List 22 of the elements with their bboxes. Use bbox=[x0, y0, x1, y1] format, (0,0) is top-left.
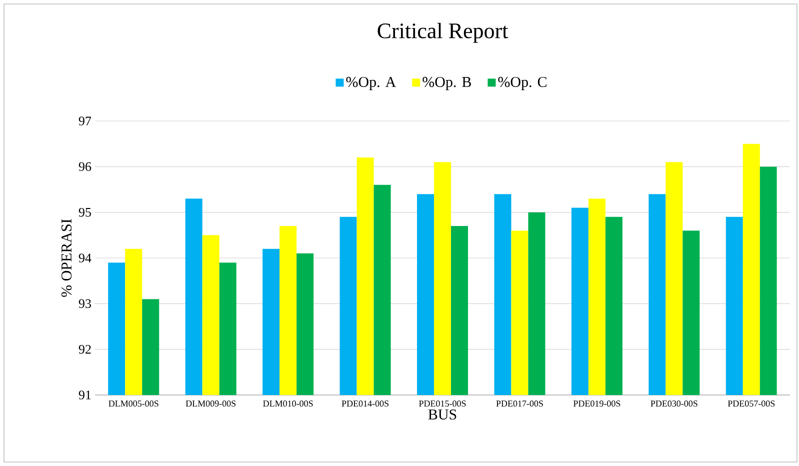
x-tick-label: DLM010-00S bbox=[263, 400, 313, 407]
legend-label: %Op. C bbox=[498, 76, 546, 90]
legend-label: %Op. A bbox=[346, 76, 396, 90]
y-tick-label: 96 bbox=[78, 162, 92, 172]
x-tick-label: PDE014-00S bbox=[342, 400, 388, 407]
x-tick-label: PDE019-00S bbox=[573, 400, 620, 407]
y-tick-label: 94 bbox=[78, 254, 92, 262]
y-axis-title: % OPERASI bbox=[61, 219, 72, 297]
chart-title: Critical Report bbox=[378, 22, 508, 43]
y-tick-label: 95 bbox=[78, 208, 91, 217]
x-tick-label: PDE017-00S bbox=[496, 400, 543, 407]
x-tick-label: PDE057-00S bbox=[728, 400, 775, 407]
y-tick-label: 91 bbox=[78, 390, 91, 400]
x-tick-label: DLM005-00S bbox=[108, 400, 158, 407]
legend-label: %Op. B bbox=[422, 76, 471, 90]
x-tick-label: PDE015-00S bbox=[419, 400, 466, 407]
x-tick-label: PDE030-00S bbox=[650, 400, 698, 407]
y-tick-label: 97 bbox=[78, 116, 92, 126]
y-tick-label: 92 bbox=[78, 344, 91, 354]
y-tick-label: 93 bbox=[78, 299, 91, 308]
x-tick-label: DLM009-00S bbox=[186, 400, 236, 407]
x-axis-title: BUS bbox=[428, 409, 456, 420]
